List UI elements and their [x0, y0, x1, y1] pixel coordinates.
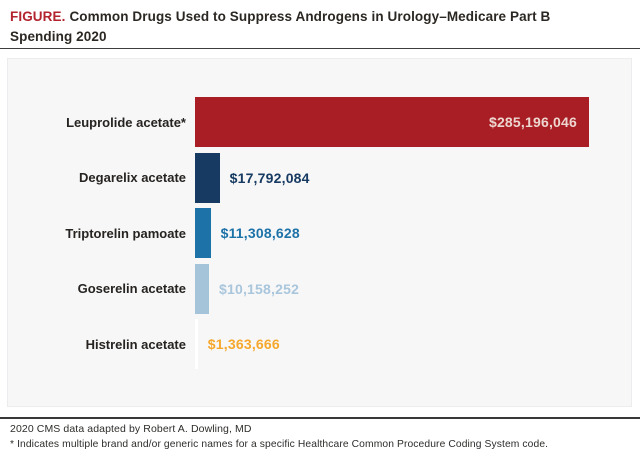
bar-zone: $17,792,084	[195, 152, 631, 203]
value-label: $11,308,628	[220, 225, 300, 242]
value-label: $17,792,084	[229, 169, 310, 186]
chart-row: Leuprolide acetate* $285,196,046	[8, 97, 631, 147]
chart-row: Triptorelin pamoate $11,308,628	[8, 208, 631, 259]
bar-zone: $10,158,252	[195, 263, 631, 314]
chart-row: Goserelin acetate $10,158,252	[8, 263, 631, 314]
bar: $285,196,046	[195, 97, 589, 147]
value-label: $1,363,666	[207, 336, 280, 353]
title-divider-rule	[0, 47, 640, 50]
value-label: $285,196,046	[488, 114, 577, 130]
source-credit: 2020 CMS data adapted by Robert A. Dowli…	[10, 423, 252, 435]
chart-panel: Leuprolide acetate* $285,196,046 Degarel…	[7, 58, 632, 407]
figure-title: FIGURE. Common Drugs Used to Suppress And…	[10, 7, 616, 46]
bar	[195, 152, 220, 203]
chart-row: Histrelin acetate $1,363,666	[8, 319, 631, 370]
bar-zone: $1,363,666	[195, 319, 631, 370]
bar-zone: $285,196,046	[195, 97, 631, 147]
bar	[195, 319, 198, 370]
figure-title-text: Common Drugs Used to Suppress Androgens …	[10, 9, 551, 44]
category-label: Goserelin acetate	[77, 281, 186, 297]
bar-zone: $11,308,628	[195, 208, 631, 259]
category-label: Histrelin acetate	[85, 336, 186, 352]
figure-label: FIGURE.	[10, 9, 66, 24]
bar	[195, 263, 209, 314]
category-label: Triptorelin pamoate	[65, 225, 186, 241]
chart-row: Degarelix acetate $17,792,084	[8, 152, 631, 203]
chart-rows: Leuprolide acetate* $285,196,046 Degarel…	[8, 97, 631, 375]
category-label: Leuprolide acetate*	[66, 114, 186, 130]
footer-divider-rule	[0, 417, 640, 419]
value-label: $10,158,252	[219, 280, 300, 297]
category-label: Degarelix acetate	[79, 170, 186, 186]
bar	[195, 208, 211, 259]
asterisk-footnote: * Indicates multiple brand and/or generi…	[10, 438, 549, 450]
